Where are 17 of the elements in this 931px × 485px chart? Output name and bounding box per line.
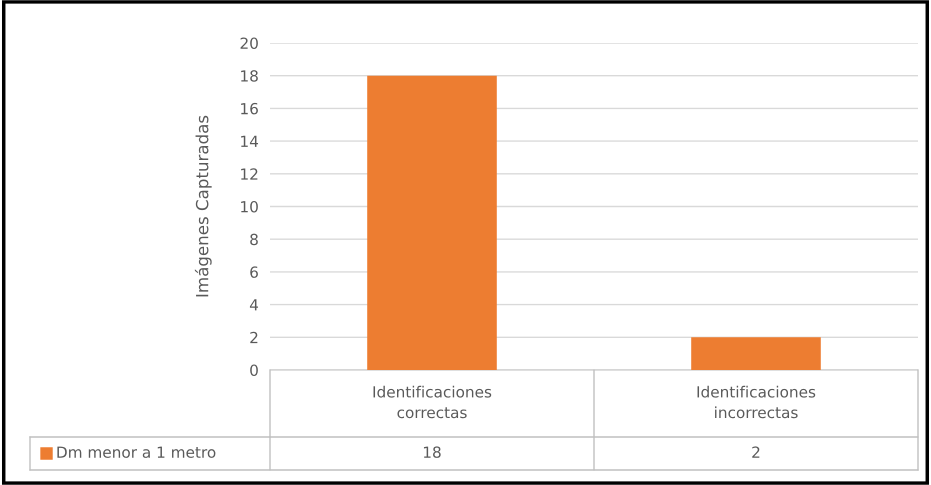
data-label: 2 bbox=[752, 446, 760, 458]
y-tick-label: 0 bbox=[250, 364, 258, 376]
x-tick-label: Identificaciones incorrectas bbox=[698, 386, 816, 418]
data-label: 18 bbox=[424, 446, 441, 458]
legend-label: Dm menor a 1 metro bbox=[57, 446, 216, 458]
y-tick-label: 18 bbox=[241, 70, 258, 82]
x-tick-label: Identificaciones correctas bbox=[374, 386, 492, 418]
y-tick-label: 10 bbox=[241, 200, 258, 213]
y-tick-label: 6 bbox=[250, 266, 258, 278]
y-tick-label: 12 bbox=[241, 168, 258, 180]
y-tick-label: 2 bbox=[250, 332, 258, 344]
y-tick-label: 14 bbox=[241, 136, 258, 147]
y-tick-label: 20 bbox=[240, 37, 258, 50]
y-tick-label: 8 bbox=[250, 234, 258, 246]
y-axis-title: Imágenes Capturadas bbox=[194, 116, 212, 296]
y-tick-label: 16 bbox=[241, 102, 258, 114]
y-tick-label: 4 bbox=[250, 299, 258, 310]
